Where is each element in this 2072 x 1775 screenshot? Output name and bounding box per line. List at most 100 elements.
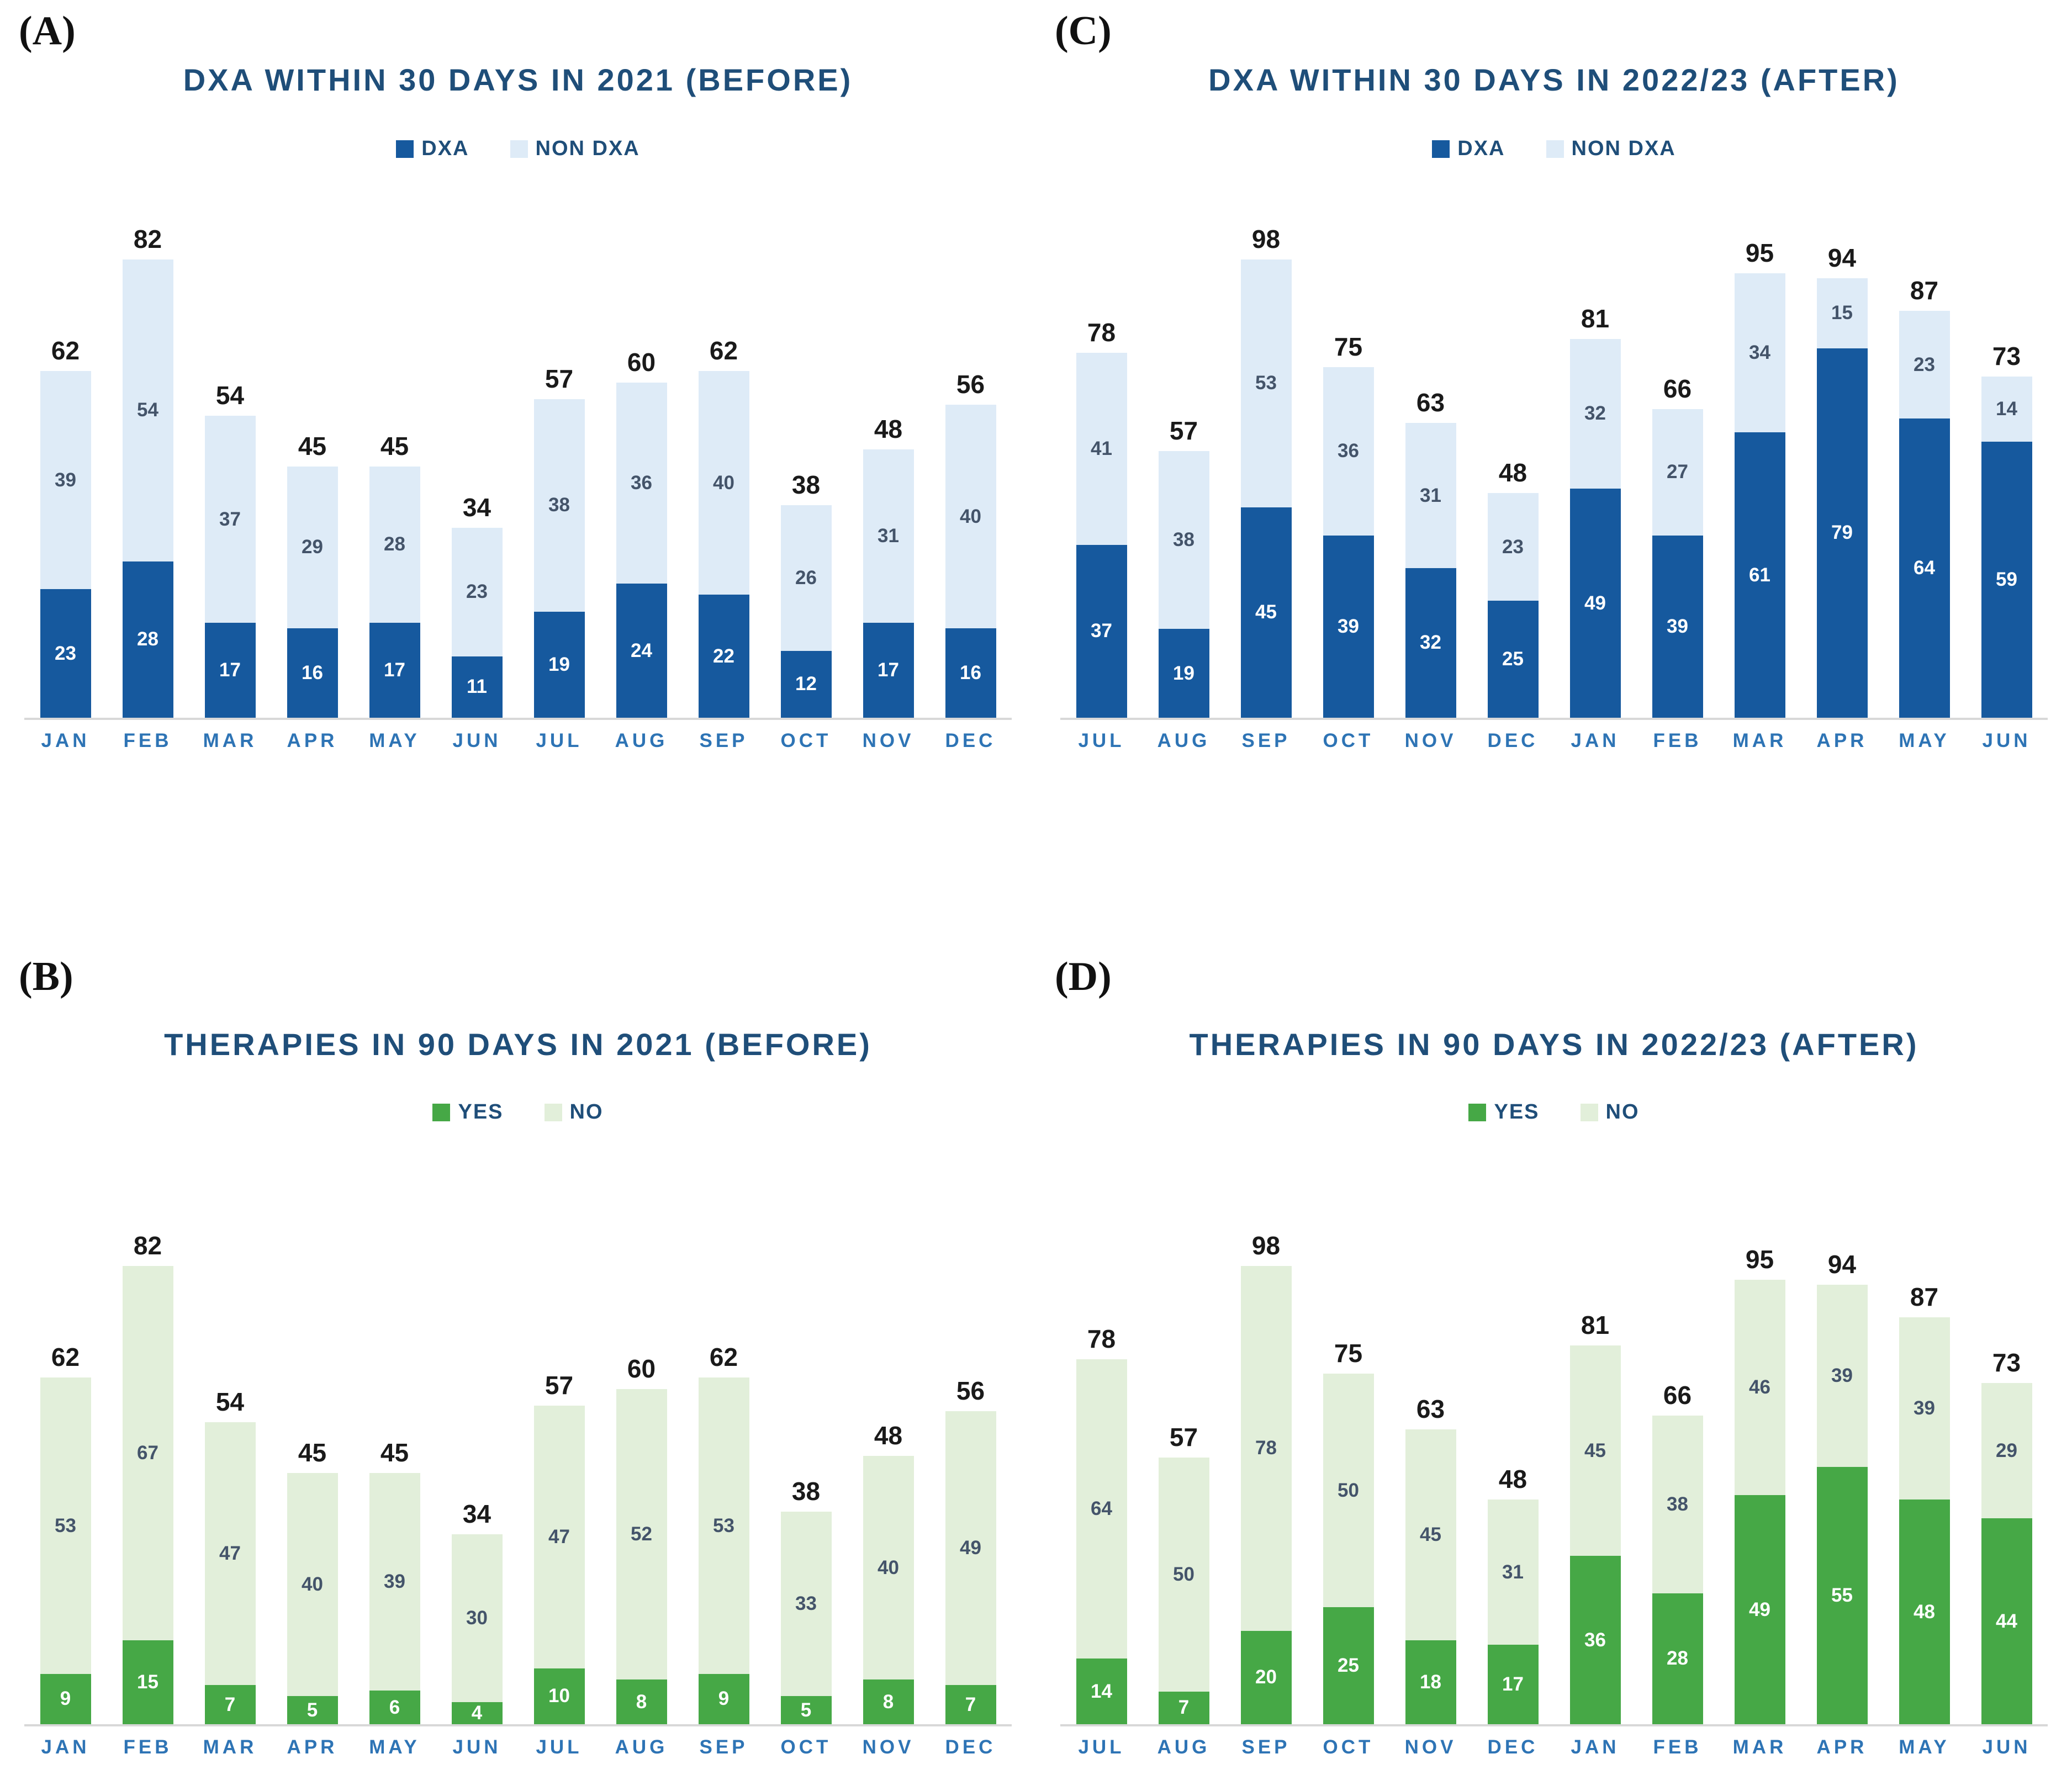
month-label: APR bbox=[287, 730, 338, 751]
segment-no: 53 bbox=[698, 1377, 749, 1674]
segment-value-label: 38 bbox=[1173, 529, 1194, 551]
total-label: 75 bbox=[1334, 1338, 1363, 1368]
segment-no: 52 bbox=[616, 1389, 667, 1680]
bar-group-nov: 63 45 18 bbox=[1389, 1266, 1472, 1724]
bar-group-jul: 57 38 19 bbox=[518, 259, 600, 718]
legend-item: YES bbox=[432, 1100, 503, 1124]
legend-label: YES bbox=[1494, 1100, 1540, 1124]
segment-value-label: 38 bbox=[548, 494, 570, 516]
segment-value-label: 64 bbox=[1914, 557, 1935, 579]
segment-value-label: 4 bbox=[471, 1702, 483, 1724]
segment-value-label: 36 bbox=[1338, 440, 1359, 462]
segment-dxa: 17 bbox=[369, 622, 420, 718]
segment-yes: 14 bbox=[1076, 1659, 1127, 1724]
panel-b-month-axis: JAN FEB MAR APR MAY JUN JUL AUG SEP OCT NOV DEC bbox=[24, 1736, 1012, 1758]
segment-dxa: 79 bbox=[1816, 348, 1868, 718]
bar-group-feb: 66 27 39 bbox=[1636, 259, 1719, 718]
legend-label: DXA bbox=[1457, 137, 1505, 160]
segment-value-label: 45 bbox=[1584, 1439, 1606, 1461]
segment-value-label: 7 bbox=[224, 1693, 236, 1715]
bar-group-may: 45 28 17 bbox=[353, 259, 436, 718]
segment-yes: 7 bbox=[1158, 1691, 1209, 1724]
month-label: MAY bbox=[369, 730, 420, 751]
segment-yes: 36 bbox=[1569, 1556, 1621, 1724]
segment-value-label: 39 bbox=[1914, 1397, 1935, 1419]
segment-value-label: 16 bbox=[302, 662, 323, 684]
segment-no: 31 bbox=[1487, 1500, 1539, 1645]
segment-value-label: 8 bbox=[636, 1691, 647, 1713]
segment-no: 33 bbox=[780, 1512, 832, 1697]
segment-non-dxa: 29 bbox=[287, 466, 338, 629]
total-label: 82 bbox=[133, 1231, 162, 1260]
segment-dxa: 59 bbox=[1981, 442, 2032, 718]
segment-non-dxa: 34 bbox=[1734, 273, 1785, 433]
legend-label: NON DXA bbox=[535, 137, 640, 160]
bar-group-feb: 66 38 28 bbox=[1636, 1266, 1719, 1724]
segment-non-dxa: 36 bbox=[1323, 367, 1374, 536]
month-label: JUN bbox=[1982, 730, 2031, 751]
segment-non-dxa: 15 bbox=[1816, 278, 1868, 348]
month-label: JAN bbox=[41, 730, 90, 751]
segment-no: 40 bbox=[287, 1472, 338, 1697]
panel-b-legend: YES NO bbox=[0, 1100, 1036, 1124]
panel-d-letter: (D) bbox=[1055, 954, 1112, 999]
total-label: 62 bbox=[51, 1343, 80, 1372]
legend-item: YES bbox=[1468, 1100, 1539, 1124]
total-label: 48 bbox=[1498, 1465, 1527, 1494]
bar-group-mar: 54 37 17 bbox=[189, 259, 271, 718]
panel-b-bar-chart: 62 53 9 82 67 15 54 47 7 45 40 5 45 39 6 34 30 4 57 47 10 60 5… bbox=[24, 1231, 1012, 1726]
month-label: FEB bbox=[123, 1736, 172, 1758]
segment-value-label: 7 bbox=[1178, 1697, 1190, 1719]
segment-value-label: 39 bbox=[1831, 1365, 1853, 1387]
total-label: 73 bbox=[1992, 1348, 2021, 1377]
segment-value-label: 50 bbox=[1338, 1479, 1359, 1501]
segment-non-dxa: 14 bbox=[1981, 376, 2032, 442]
bar-group-mar: 95 46 49 bbox=[1719, 1245, 1801, 1724]
segment-value-label: 17 bbox=[1502, 1673, 1524, 1695]
segment-dxa: 39 bbox=[1323, 535, 1374, 718]
segment-value-label: 17 bbox=[384, 659, 405, 681]
segment-value-label: 45 bbox=[1255, 601, 1277, 623]
segment-value-label: 53 bbox=[713, 1514, 734, 1536]
segment-yes: 25 bbox=[1323, 1607, 1374, 1724]
legend-item: NO bbox=[544, 1100, 604, 1124]
legend-swatch-icon bbox=[1432, 140, 1450, 158]
segment-no: 47 bbox=[204, 1422, 256, 1686]
segment-yes: 4 bbox=[451, 1702, 503, 1724]
total-label: 66 bbox=[1663, 374, 1692, 404]
segment-yes: 7 bbox=[945, 1685, 996, 1724]
bar-group-aug: 60 52 8 bbox=[600, 1266, 683, 1724]
segment-value-label: 11 bbox=[467, 676, 487, 698]
segment-no: 45 bbox=[1569, 1345, 1621, 1556]
bar-group-feb: 82 67 15 bbox=[107, 1231, 189, 1724]
bar-group-jun: 73 14 59 bbox=[1965, 259, 2048, 718]
segment-no: 39 bbox=[369, 1472, 420, 1691]
month-label: JUN bbox=[1982, 1736, 2031, 1758]
segment-dxa: 12 bbox=[780, 650, 832, 718]
segment-yes: 8 bbox=[616, 1679, 667, 1724]
segment-value-label: 14 bbox=[1091, 1680, 1112, 1702]
bar-group-jul: 78 41 37 bbox=[1060, 259, 1143, 718]
segment-yes: 15 bbox=[122, 1640, 173, 1724]
segment-no: 30 bbox=[451, 1534, 503, 1702]
segment-value-label: 9 bbox=[60, 1688, 71, 1710]
total-label: 54 bbox=[215, 381, 245, 410]
month-label: FEB bbox=[1653, 730, 1702, 751]
segment-value-label: 38 bbox=[1667, 1493, 1688, 1515]
segment-yes: 6 bbox=[369, 1691, 420, 1724]
total-label: 82 bbox=[133, 225, 162, 254]
bar-group-dec: 56 40 16 bbox=[929, 259, 1012, 718]
bar-group-aug: 57 50 7 bbox=[1143, 1266, 1225, 1724]
panel-d-month-axis: JUL AUG SEP OCT NOV DEC JAN FEB MAR APR MAY JUN bbox=[1060, 1736, 2048, 1758]
panel-d: (D) THERAPIES IN 90 DAYS IN 2022/23 (AFT… bbox=[1036, 887, 2072, 1775]
month-label: MAY bbox=[369, 1736, 420, 1758]
legend-swatch-icon bbox=[1546, 140, 1564, 158]
total-label: 66 bbox=[1663, 1381, 1692, 1410]
month-label: SEP bbox=[699, 730, 748, 751]
segment-value-label: 59 bbox=[1996, 569, 2017, 591]
segment-yes: 8 bbox=[863, 1679, 914, 1724]
legend-swatch-icon bbox=[544, 1103, 562, 1121]
segment-no: 45 bbox=[1405, 1429, 1456, 1640]
segment-non-dxa: 41 bbox=[1076, 353, 1127, 545]
segment-yes: 5 bbox=[780, 1696, 832, 1724]
